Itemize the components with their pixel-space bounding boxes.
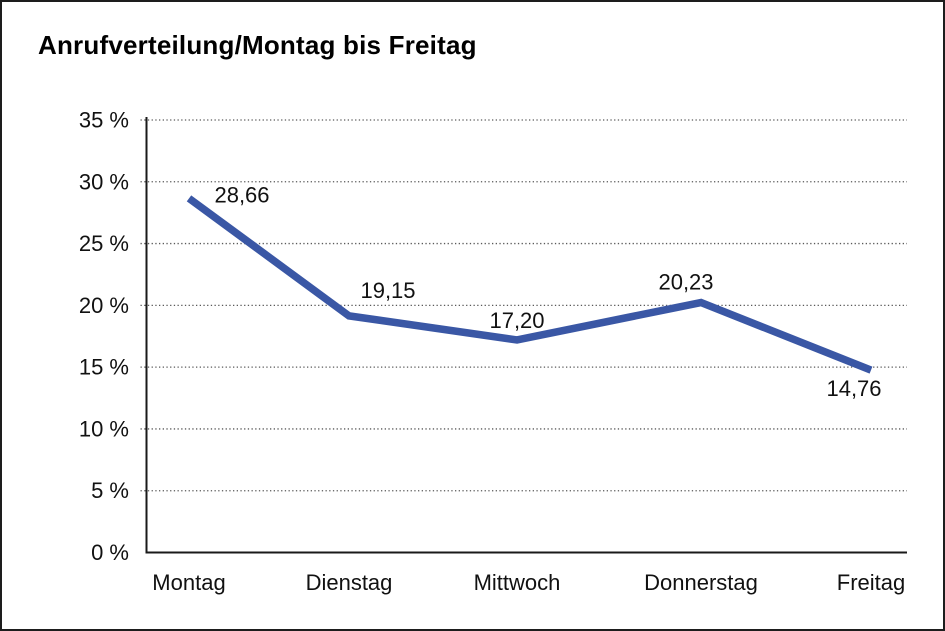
data-point-label-mittwoch: 17,20 xyxy=(489,308,544,333)
x-category-label-montag: Montag xyxy=(152,570,225,595)
y-tick-label-10pct: 10 % xyxy=(79,416,129,441)
x-category-label-dienstag: Dienstag xyxy=(306,570,393,595)
y-tick-label-15pct: 15 % xyxy=(79,355,129,380)
data-point-label-montag: 28,66 xyxy=(214,182,269,207)
y-tick-label-0pct: 0 % xyxy=(91,540,129,565)
data-point-label-freitag: 14,76 xyxy=(826,376,881,401)
y-tick-label-20pct: 20 % xyxy=(79,293,129,318)
y-tick-label-5pct: 5 % xyxy=(91,478,129,503)
y-tick-label-25pct: 25 % xyxy=(79,231,129,256)
data-point-label-donnerstag: 20,23 xyxy=(658,270,713,295)
chart-title: Anrufverteilung/Montag bis Freitag xyxy=(38,30,477,60)
y-tick-label-35pct: 35 % xyxy=(79,108,129,133)
x-category-label-freitag: Freitag xyxy=(837,570,905,595)
y-tick-label-30pct: 30 % xyxy=(79,169,129,194)
x-category-label-donnerstag: Donnerstag xyxy=(644,570,758,595)
data-point-label-dienstag: 19,15 xyxy=(360,278,415,303)
x-category-label-mittwoch: Mittwoch xyxy=(474,570,561,595)
data-series-line xyxy=(186,195,873,374)
